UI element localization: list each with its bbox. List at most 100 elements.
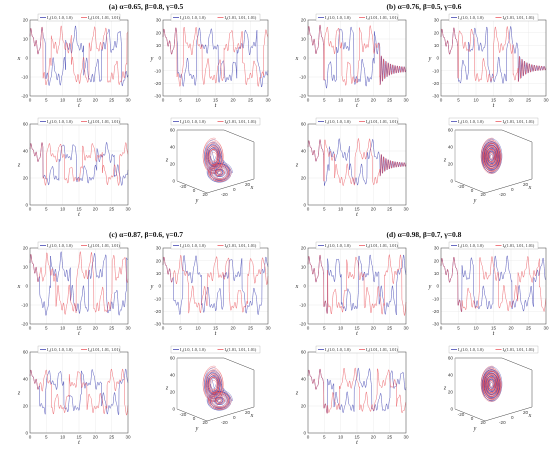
legend-entry-I1: I₁(1.0, 1.0, 1.0) bbox=[47, 243, 73, 249]
y-tick-label: 0 bbox=[25, 203, 28, 208]
x-tick-label: 10 bbox=[473, 326, 479, 331]
chart-title: (b) α=0.76, β=0.5, γ=0.6 bbox=[387, 2, 462, 11]
y-tick-label: 20 bbox=[156, 258, 162, 263]
y-tick-label: -20 bbox=[458, 184, 465, 189]
chart-group: (c) α=0.87, β=0.6, γ=0.7 -20 -10 0 10 20 0 5 10 1… bbox=[17, 230, 271, 446]
y-axis-label: y bbox=[150, 284, 154, 290]
y-tick-label: 0 bbox=[25, 56, 28, 61]
z-tick-label: 0 bbox=[172, 179, 175, 184]
x-axis-label: t bbox=[493, 331, 495, 337]
x-tick-label: 10 bbox=[195, 326, 201, 331]
y-tick-label: 60 bbox=[23, 350, 29, 355]
y-axis-label: y bbox=[150, 56, 154, 62]
subplot-time-series-z: 0 20 40 60 0 5 10 15 20 25 30 z t I₁(1.0, 1.0, 1.0) I₂… bbox=[17, 117, 131, 218]
y-tick-label: -10 bbox=[299, 75, 306, 80]
subplot-time-series-x: -20 -10 0 10 20 0 5 10 15 20 25 30 x t I₁(1.0, 1.0, 1.… bbox=[17, 241, 131, 337]
y-tick-label: 0 bbox=[471, 188, 474, 193]
legend-box bbox=[37, 117, 121, 126]
z-tick-label: 60 bbox=[170, 356, 176, 361]
x-tick-label: 0 bbox=[162, 326, 165, 331]
y-tick-label: 20 bbox=[480, 420, 486, 425]
x-tick-label: 25 bbox=[387, 207, 393, 212]
series-line-I1 bbox=[29, 251, 129, 316]
x-tick-label: 30 bbox=[125, 326, 131, 331]
series-line-I1 bbox=[29, 25, 129, 87]
x-tick-label: 5 bbox=[323, 326, 326, 331]
x-tick-label: 15 bbox=[76, 98, 82, 103]
series-line-I1 bbox=[29, 368, 129, 416]
y-tick-label: -30 bbox=[154, 94, 161, 99]
x-tick-label: 15 bbox=[213, 326, 219, 331]
y-tick-label: 30 bbox=[156, 18, 162, 23]
chart-title: (a) α=0.65, β=0.8, γ=0.5 bbox=[109, 2, 184, 11]
y-axis-label: z bbox=[295, 391, 299, 397]
z-tick-label: 40 bbox=[170, 373, 176, 378]
y-axis-label: z bbox=[17, 163, 21, 169]
subplot-time-series-x: -20 -10 0 10 20 0 5 10 15 20 25 30 x t I₁(1.0, 1.0, 1.… bbox=[295, 241, 409, 337]
x-tick-label: 0 bbox=[29, 98, 32, 103]
z-tick-label: 0 bbox=[172, 407, 175, 412]
x-tick-label: 30 bbox=[403, 435, 409, 440]
y-tick-label: 10 bbox=[156, 271, 162, 276]
x-tick-label: 0 bbox=[162, 98, 165, 103]
series-line-I2 bbox=[29, 251, 129, 315]
x-tick-label: 10 bbox=[338, 98, 344, 103]
y-axis-label: y bbox=[428, 56, 432, 62]
x-tick-label: -20 bbox=[499, 192, 506, 197]
y-tick-label: -10 bbox=[21, 303, 28, 308]
y-tick-label: -10 bbox=[154, 296, 161, 301]
x-tick-label: 10 bbox=[60, 435, 66, 440]
legend-entry-I2: I₂(1.01, 1.01, 1.01) bbox=[225, 15, 257, 21]
legend-entry-I1: I₁(1.0, 1.0, 1.0) bbox=[47, 119, 73, 125]
y-tick-label: -20 bbox=[458, 412, 465, 417]
z-tick-label: 60 bbox=[448, 128, 454, 133]
series-line-I2 bbox=[307, 24, 407, 86]
x-tick-label: 5 bbox=[323, 207, 326, 212]
x-tick-label: 15 bbox=[76, 326, 82, 331]
legend-entry-I1: I₁(1.0, 1.0, 1.0) bbox=[325, 347, 351, 353]
x-tick-label: 0 bbox=[307, 435, 310, 440]
y-tick-label: -10 bbox=[432, 296, 439, 301]
x-tick-label: 15 bbox=[213, 98, 219, 103]
x-tick-label: 30 bbox=[125, 98, 131, 103]
x-tick-label: 20 bbox=[245, 410, 251, 415]
x-axis-label: t bbox=[493, 103, 495, 109]
series-line-I1 bbox=[440, 25, 547, 84]
y-tick-label: 40 bbox=[23, 149, 29, 154]
y-tick-label: 20 bbox=[202, 192, 208, 197]
legend-entry-I2: I₂(1.01, 1.01, 1.01) bbox=[88, 15, 120, 21]
attractor-curve-I2 bbox=[202, 137, 232, 182]
y-tick-label: -20 bbox=[154, 81, 161, 86]
x-tick-label: 25 bbox=[109, 435, 115, 440]
x-tick-label: 15 bbox=[354, 435, 360, 440]
y-tick-label: 40 bbox=[301, 149, 307, 154]
legend-box bbox=[448, 117, 539, 126]
x-tick-label: 0 bbox=[307, 326, 310, 331]
x-tick-label: 10 bbox=[338, 435, 344, 440]
x-tick-label: 25 bbox=[109, 98, 115, 103]
series-line-I2 bbox=[162, 26, 269, 87]
legend-entry-I2: I₂(1.01, 1.01, 1.01) bbox=[503, 243, 535, 249]
legend-box bbox=[315, 13, 399, 22]
x-axis-label: t bbox=[78, 331, 80, 337]
y-tick-label: -10 bbox=[154, 68, 161, 73]
y-tick-label: 20 bbox=[23, 18, 29, 23]
legend-box bbox=[170, 117, 261, 126]
y-tick-label: 30 bbox=[156, 246, 162, 251]
legend-entry-I1: I₁(1.0, 1.0, 1.0) bbox=[458, 243, 484, 249]
z-tick-label: 40 bbox=[448, 145, 454, 150]
z-tick-label: 60 bbox=[448, 356, 454, 361]
y-tick-label: 20 bbox=[301, 246, 307, 251]
x-tick-label: 15 bbox=[354, 207, 360, 212]
x-axis-label: t bbox=[78, 212, 80, 218]
legend-entry-I2: I₂(1.01, 1.01, 1.01) bbox=[88, 347, 120, 353]
x-axis-label: t bbox=[215, 103, 217, 109]
y-tick-label: 10 bbox=[434, 271, 440, 276]
x-tick-label: 30 bbox=[403, 207, 409, 212]
attractor-curve-I2 bbox=[202, 365, 232, 410]
x-tick-label: 15 bbox=[491, 326, 497, 331]
y-tick-label: -30 bbox=[432, 94, 439, 99]
